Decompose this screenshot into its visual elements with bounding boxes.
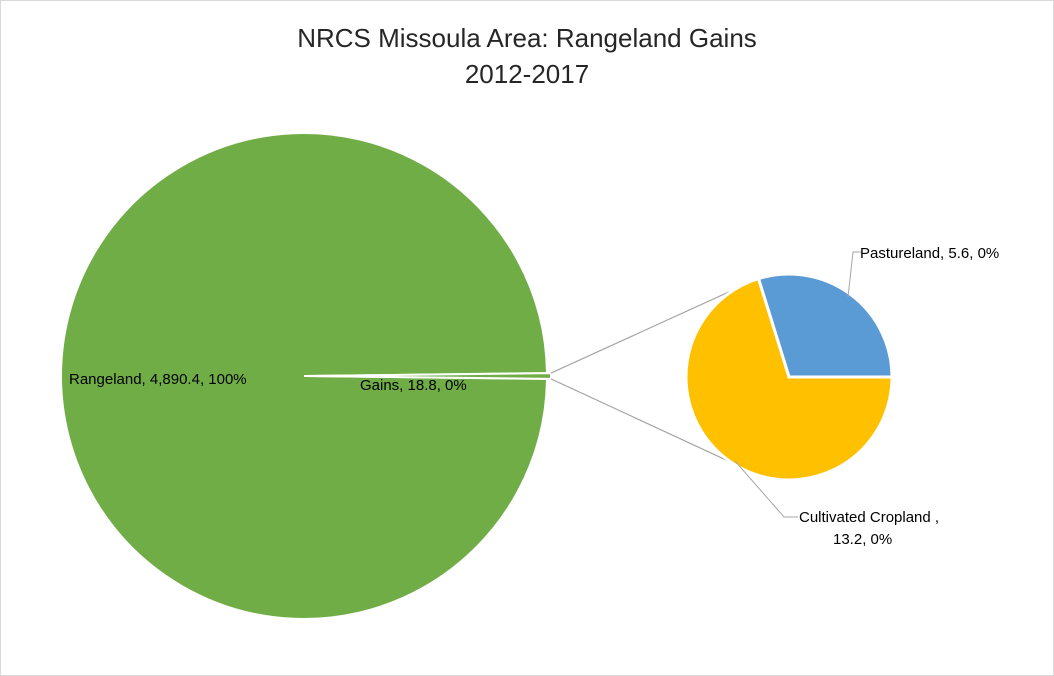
rangeland-data-label: Rangeland, 4,890.4, 100% bbox=[69, 371, 247, 388]
pastureland-slice bbox=[756, 272, 894, 379]
chart-title: NRCS Missoula Area: Rangeland Gains bbox=[297, 23, 757, 53]
connector-line-bottom bbox=[550, 378, 732, 463]
gains-data-label: Gains, 18.8, 0% bbox=[360, 377, 467, 394]
gains-slice bbox=[307, 372, 552, 380]
cultivated-cropland-data-label-line2: 13.2, 0% bbox=[833, 531, 892, 548]
cultivated-cropland-leader-line bbox=[734, 460, 798, 518]
cultivated-cropland-data-label-line1: Cultivated Cropland , bbox=[799, 509, 939, 526]
primary-pie bbox=[59, 132, 552, 620]
rangeland-slice bbox=[59, 132, 548, 620]
pastureland-leader-line bbox=[847, 251, 861, 298]
connector-line-top bbox=[550, 288, 737, 374]
cultivated-cropland-slice bbox=[684, 276, 894, 482]
chart-subtitle: 2012-2017 bbox=[465, 59, 589, 89]
connector-lines bbox=[550, 288, 737, 463]
pastureland-data-label: Pastureland, 5.6, 0% bbox=[860, 245, 999, 262]
secondary-pie bbox=[684, 272, 894, 482]
